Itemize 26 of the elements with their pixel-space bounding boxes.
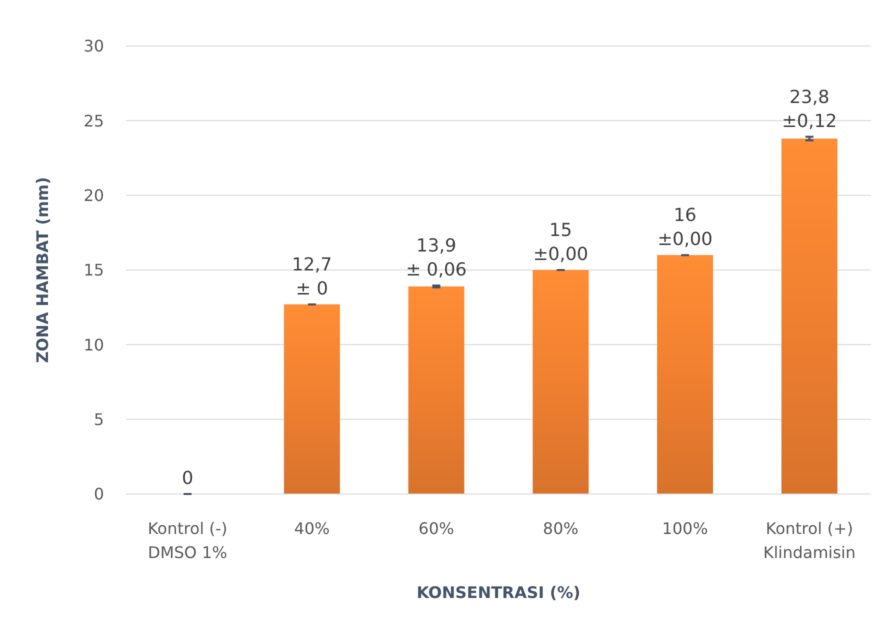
data-label: 23,8 ±0,12 xyxy=(782,86,838,132)
y-tick-label: 5 xyxy=(94,410,104,429)
x-tick-label: 40% xyxy=(294,519,330,538)
bar xyxy=(657,255,714,494)
data-label: 15 ±0,00 xyxy=(533,220,588,265)
y-tick-label: 20 xyxy=(84,186,104,205)
y-tick-label: 30 xyxy=(84,36,104,56)
x-tick-label: Kontrol (-) DMSO 1% xyxy=(148,519,228,562)
data-label: 13,9 ± 0,06 xyxy=(406,236,467,281)
y-axis-title: ZONA HAMBAT (mm) xyxy=(33,176,52,364)
x-tick-label: Kontrol (+) Klindamisin xyxy=(763,519,856,562)
data-label: 12,7 ± 0 xyxy=(292,254,332,300)
x-tick-label: 60% xyxy=(418,519,454,538)
data-label: 0 xyxy=(182,468,194,489)
y-tick-label: 15 xyxy=(84,260,104,280)
y-tick-label: 25 xyxy=(84,111,104,130)
x-tick-label: 100% xyxy=(662,519,708,538)
bar xyxy=(532,270,589,494)
bar xyxy=(408,286,464,494)
x-axis-title: KONSENTRASI (%) xyxy=(416,583,580,602)
data-label: 16 ±0,00 xyxy=(657,205,713,250)
y-tick-label: 0 xyxy=(94,484,104,504)
bar xyxy=(781,138,838,494)
bar xyxy=(284,304,340,494)
y-tick-label: 10 xyxy=(84,335,104,354)
x-tick-label: 80% xyxy=(542,519,578,538)
